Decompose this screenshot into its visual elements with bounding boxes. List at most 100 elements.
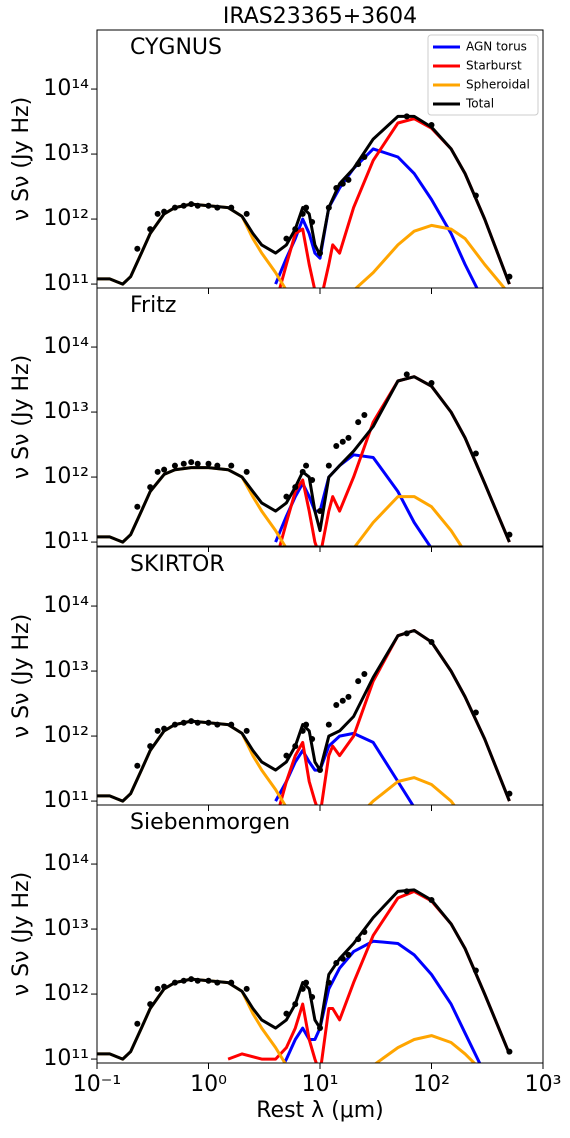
observed-point [205,460,212,467]
sed-curve [274,453,432,546]
observed-point [403,371,410,378]
observed-point [299,985,306,992]
observed-point [317,1025,323,1032]
y-axis-label: ν Sν (Jy Hz) [9,872,34,996]
observed-point [161,725,168,732]
y-tick-label: 10¹² [43,723,89,748]
observed-point [205,202,212,209]
observed-point [355,678,362,685]
sed-curve [97,888,511,1061]
x-tick-label: 10⁻¹ [73,1072,121,1097]
observed-point [292,484,299,491]
observed-point [472,709,479,716]
observed-point [228,204,235,211]
observed-point [147,743,154,750]
x-axis-label: Rest λ (μm) [256,1098,384,1123]
sed-curve [278,629,511,805]
y-axis-label: ν Sν (Jy Hz) [9,97,34,221]
observed-point [194,202,201,209]
observed-point [339,180,346,187]
observed-point [283,1010,290,1017]
plot-area [97,371,513,546]
observed-point [243,468,250,475]
y-tick-label: 10¹³ [43,399,89,424]
plot-area [97,113,513,288]
y-tick-label: 10¹² [43,981,89,1006]
legend-box [427,34,539,116]
observed-point [355,161,362,168]
sed-curve [278,117,511,288]
sed-curve [227,889,511,1063]
observed-point [333,185,340,192]
observed-point [506,531,513,538]
y-tick-label: 10¹³ [43,141,89,166]
observed-point [403,630,410,637]
observed-point [325,721,332,728]
observed-point [355,936,362,943]
sed-curve [274,731,415,805]
y-axis-label: ν Sν (Jy Hz) [9,355,34,479]
observed-point [161,208,168,215]
observed-point [355,419,362,426]
observed-point [188,201,195,208]
panel-label: Fritz [130,293,176,318]
observed-point [194,719,201,726]
observed-point [243,210,250,217]
observed-point [472,192,479,199]
sed-curve [278,375,511,546]
observed-point [161,983,168,990]
sed-curve [97,114,511,286]
observed-point [134,503,141,510]
y-tick-label: 10¹² [43,206,89,231]
observed-point [317,508,323,515]
observed-point [361,671,368,678]
sed-curve [97,629,511,803]
observed-point [283,235,290,242]
observed-point [472,967,479,974]
legend-label: Spheroidal [466,78,530,92]
observed-point [147,226,154,233]
observed-point [333,960,340,967]
legend-label: Total [465,97,494,111]
observed-point [154,727,161,734]
observed-point [325,204,332,211]
observed-point [188,718,195,725]
observed-point [194,977,201,984]
observed-point [180,719,187,726]
observed-point [472,450,479,457]
observed-point [317,250,323,257]
y-tick-label: 10¹³ [43,916,89,941]
y-tick-label: 10¹³ [43,658,89,683]
observed-point [214,462,221,469]
observed-point [134,245,141,252]
observed-point [403,888,410,895]
observed-point [309,477,316,484]
observed-point [214,979,221,986]
legend-label: AGN torus [466,40,527,54]
y-tick-label: 10¹¹ [43,271,89,296]
y-tick-label: 10¹¹ [43,1046,89,1071]
observed-point [205,977,212,984]
observed-point [134,1020,141,1027]
observed-point [303,462,310,469]
observed-point [345,693,352,700]
observed-point [171,979,178,986]
observed-point [283,493,290,500]
sed-curve [97,375,511,544]
observed-point [180,202,187,209]
observed-point [506,1048,513,1055]
observed-point [333,443,340,450]
panel-label: Siebenmorgen [130,810,290,835]
observed-point [205,719,212,726]
observed-point [309,736,316,743]
observed-point [134,762,141,769]
observed-point [180,460,187,467]
observed-point [292,743,299,750]
x-tick-label: 10⁰ [190,1072,227,1097]
observed-point [317,767,323,774]
observed-point [147,484,154,491]
x-tick-label: 10¹ [302,1072,339,1097]
observed-point [309,994,316,1001]
observed-point [303,979,310,986]
